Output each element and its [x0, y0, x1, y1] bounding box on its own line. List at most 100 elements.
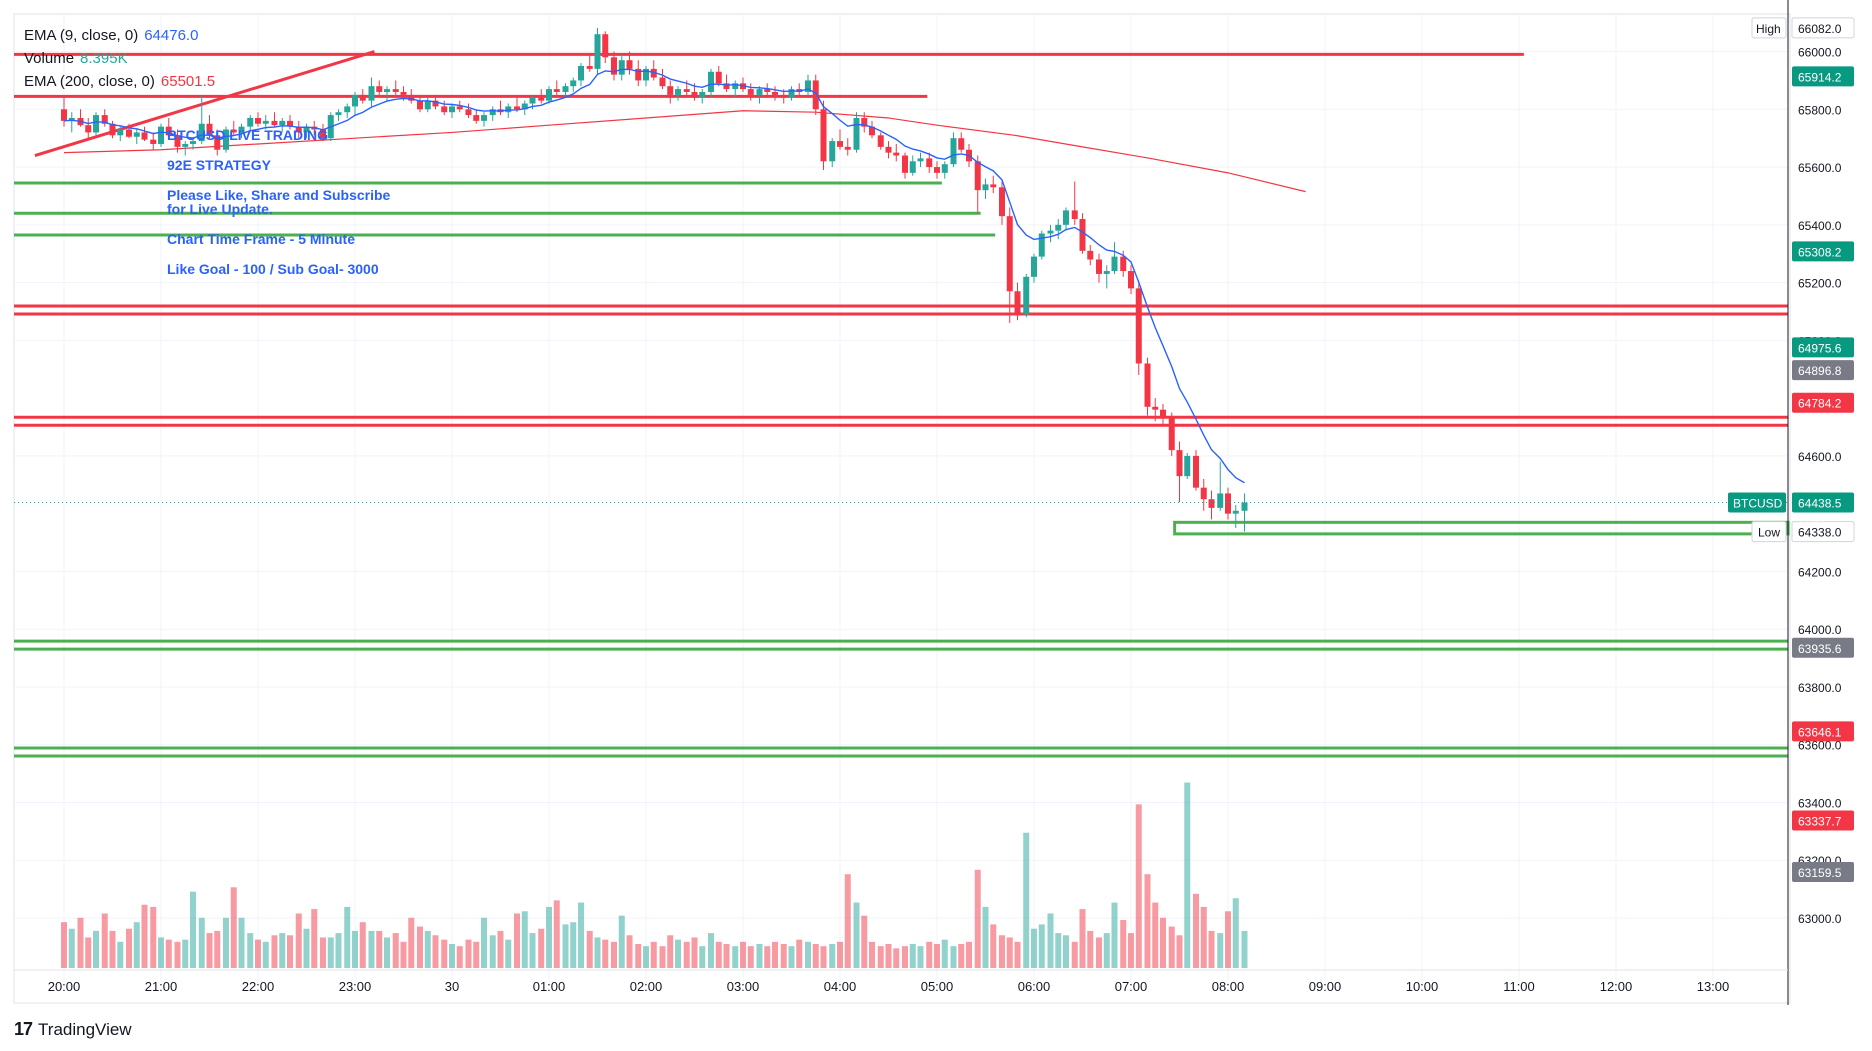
ema9-path [63, 68, 1245, 484]
candle-body [359, 94, 366, 101]
price-badge-label: 66082.0 [1798, 22, 1842, 36]
price-tick-label: 66000.0 [1798, 46, 1842, 60]
volume-bar [586, 930, 593, 968]
volume-bar [562, 924, 569, 968]
candle-body [392, 89, 399, 92]
price-badge-label: 64338.0 [1798, 526, 1842, 540]
volume-bar [61, 922, 67, 968]
high-tag [1751, 17, 1787, 39]
price-axis[interactable]: 66000.065800.065600.065400.065200.065000… [1728, 0, 1855, 1005]
tradingview-brand-text: TradingView [38, 1019, 132, 1039]
candle-body [982, 184, 989, 191]
time-tick-label: 02:00 [630, 979, 663, 994]
candle-body [190, 141, 197, 144]
volume-bar [893, 948, 900, 968]
price-badge-label: 63935.6 [1798, 642, 1842, 656]
volume-bar [820, 946, 827, 968]
candle-body [481, 115, 488, 121]
candle-body [683, 89, 690, 92]
volume-bar [182, 939, 189, 968]
volume-bar [279, 933, 286, 968]
trendline [34, 50, 375, 157]
time-tick-label: 10:00 [1406, 979, 1439, 994]
volume-bar [1225, 911, 1231, 968]
time-tick-label: 12:00 [1600, 979, 1633, 994]
time-axis[interactable]: 20:00 21:00 22:00 23:00 30 01:00 02:00 03:00 04:… [14, 969, 1788, 994]
volume-bar [1095, 937, 1102, 968]
candle-body [546, 89, 552, 101]
overlay-update: for Live Update. [167, 201, 273, 217]
price-badge [1792, 360, 1854, 381]
overlay-subscribe: Please Like, Share and Subscribe [167, 187, 391, 203]
legend-ema200[interactable]: EMA (200, close, 0) 65501.5 [24, 70, 215, 93]
volume-bar [93, 930, 100, 968]
volume-bar [958, 944, 965, 968]
volume-bar [909, 944, 916, 968]
price-badge [1792, 810, 1854, 831]
tradingview-logo[interactable]: 17 TradingView [14, 1019, 132, 1040]
volume-bar [424, 930, 431, 968]
candle-body [844, 146, 851, 150]
legend-ema9[interactable]: EMA (9, close, 0) 64476.0 [24, 24, 215, 47]
candle-body [837, 141, 843, 147]
symbol-tag-label: BTCUSD [1733, 497, 1783, 511]
volume-bar [198, 917, 205, 968]
candle-body [61, 109, 67, 121]
volume-bar [262, 941, 269, 968]
volume-bar [133, 922, 140, 968]
price-tick-label: 64000.0 [1798, 623, 1842, 637]
candle-body [344, 106, 351, 113]
legend-volume[interactable]: Volume 8.395K [24, 47, 215, 70]
candle-body [230, 129, 237, 133]
volume-bar [618, 915, 625, 968]
candle-body [1241, 502, 1248, 511]
volume-bar [1055, 933, 1062, 968]
volume-bar [926, 941, 933, 968]
candle-body [553, 89, 560, 92]
volume-bar [392, 933, 399, 968]
candle-body [473, 115, 480, 121]
volume-bar [917, 946, 924, 968]
candle-body [675, 89, 682, 95]
price-badge-label: 63646.1 [1798, 725, 1842, 739]
volume-bar [109, 930, 116, 968]
legend-volume-label: Volume [24, 50, 75, 67]
candle-body [1200, 487, 1207, 500]
candle-body [650, 68, 657, 78]
volume-bar [150, 906, 157, 968]
volume-bar [327, 937, 334, 968]
volume-bar [1208, 930, 1215, 968]
level-lines[interactable] [14, 50, 1790, 758]
candle-body [869, 126, 876, 136]
volume-bar [553, 900, 560, 968]
ema200-line [63, 110, 1306, 193]
candle-body [101, 115, 108, 124]
candle-body [723, 83, 730, 90]
candle-body [901, 155, 908, 173]
price-badge [1792, 392, 1854, 413]
countdown-label: 00:16 [1798, 513, 1826, 525]
candle-body [182, 143, 189, 147]
volume-bar [174, 941, 181, 968]
time-tick-label: 30 [445, 979, 459, 994]
volume-bar [1038, 924, 1045, 968]
candle-body [1128, 271, 1134, 289]
candle-body [287, 120, 294, 127]
volume-bar [934, 944, 940, 968]
volume-bar [756, 944, 763, 968]
candle-body [732, 83, 739, 90]
candle-body [610, 57, 617, 75]
price-tick-label: 63600.0 [1798, 739, 1842, 753]
price-badge-label: 64438.5 [1798, 497, 1842, 511]
volume-bar [449, 944, 455, 968]
candle-body [1079, 219, 1086, 251]
candle-body [1135, 288, 1142, 364]
time-tick-label: 04:00 [824, 979, 857, 994]
price-tick-label: 64600.0 [1798, 450, 1842, 464]
volume-bar [1135, 804, 1142, 968]
time-tick-label: 01:00 [533, 979, 566, 994]
candle-body [125, 129, 132, 137]
candle-body [861, 117, 868, 127]
candle-body [376, 86, 383, 92]
